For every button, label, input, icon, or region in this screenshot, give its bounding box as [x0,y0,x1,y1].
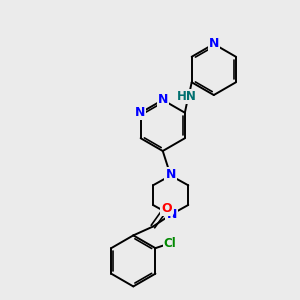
Text: N: N [134,106,145,119]
Text: Cl: Cl [164,237,176,250]
Text: N: N [167,208,177,221]
Text: N: N [165,168,176,181]
Text: HN: HN [177,90,197,103]
Text: N: N [208,37,219,50]
Text: O: O [161,202,172,215]
Text: N: N [158,93,168,106]
